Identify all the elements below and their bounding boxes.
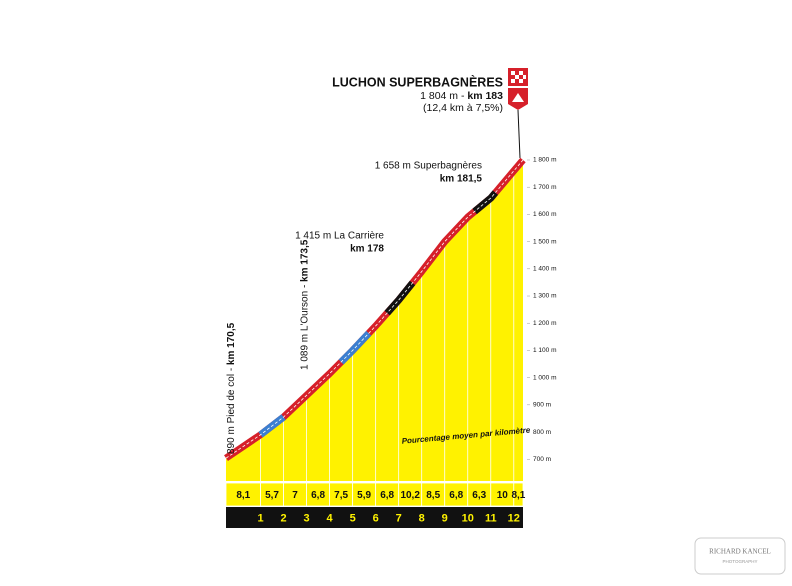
flag-check bbox=[523, 75, 526, 79]
chart-subtitle: 1 804 m - km 183 bbox=[420, 90, 503, 102]
watermark-text: PHOTOGRAPHY bbox=[723, 559, 758, 564]
gradient-label: 10,2 bbox=[400, 490, 420, 501]
gradient-label: 10 bbox=[497, 490, 509, 501]
x-tick-label: 8 bbox=[419, 512, 425, 524]
x-tick-label: 2 bbox=[280, 512, 286, 524]
annotation-km: km 181,5 bbox=[440, 174, 483, 185]
flag-check bbox=[511, 79, 515, 83]
gradient-label: 8,1 bbox=[511, 490, 525, 501]
annotation: 1 089 m L'Ourson - km 173,5 bbox=[299, 239, 310, 370]
x-tick-label: 1 bbox=[257, 512, 263, 524]
x-tick-label: 7 bbox=[396, 512, 402, 524]
y-tick-label: 1 800 m bbox=[533, 157, 557, 164]
x-tick-label: 4 bbox=[327, 512, 334, 524]
y-tick-label: 900 m bbox=[533, 402, 551, 409]
y-tick-label: 1 400 m bbox=[533, 266, 557, 273]
gradient-label: 6,8 bbox=[449, 490, 463, 501]
mountain-glyph bbox=[512, 93, 524, 102]
chart-title: LUCHON SUPERBAGNÈRES bbox=[332, 74, 503, 89]
annotation-km: km 173,5 bbox=[299, 239, 310, 282]
annotation-text: 890 m Pied de col - bbox=[226, 365, 237, 454]
x-tick-label: 3 bbox=[304, 512, 310, 524]
gradient-cell bbox=[513, 482, 524, 507]
subtitle-alt: 1 804 m - bbox=[420, 90, 467, 102]
y-tick-label: 1 500 m bbox=[533, 238, 557, 245]
annotation-km: km 178 bbox=[350, 244, 384, 255]
gradient-label: 8,5 bbox=[426, 490, 440, 501]
flag-check bbox=[519, 71, 523, 75]
annotation-km: km 170,5 bbox=[226, 322, 237, 365]
y-tick-label: 1 300 m bbox=[533, 293, 557, 300]
flag-check bbox=[511, 71, 515, 75]
x-tick-label: 12 bbox=[508, 512, 520, 524]
profile-centerline bbox=[225, 159, 524, 459]
flag-check bbox=[515, 75, 519, 79]
x-tick-label: 9 bbox=[442, 512, 448, 524]
flag-check bbox=[519, 79, 523, 83]
x-tick-label: 11 bbox=[485, 512, 497, 524]
x-tick-label: 5 bbox=[350, 512, 356, 524]
x-tick-label: 6 bbox=[373, 512, 379, 524]
y-tick-label: 1 100 m bbox=[533, 347, 557, 354]
gradient-label: 5,9 bbox=[357, 490, 371, 501]
gradient-label: 6,3 bbox=[472, 490, 486, 501]
subtitle-km: km 183 bbox=[467, 90, 503, 102]
finish-icons bbox=[508, 68, 528, 159]
annotation-text: 1 089 m L'Ourson - bbox=[299, 282, 310, 370]
gradient-label: 7 bbox=[292, 490, 298, 501]
gradient-label: 8,1 bbox=[236, 490, 250, 501]
y-tick-label: 700 m bbox=[533, 456, 551, 463]
annotation: 890 m Pied de col - km 170,5 bbox=[226, 322, 237, 454]
annotation-text: 1 415 m La Carrière bbox=[295, 231, 384, 242]
y-tick-label: 1 000 m bbox=[533, 374, 557, 381]
chart-subtitle-2: (12,4 km à 7,5%) bbox=[423, 102, 503, 114]
watermark-box bbox=[694, 537, 786, 575]
watermark: RICHARD KANCEL PHOTOGRAPHY bbox=[694, 537, 786, 575]
annotation-text: 1 658 m Superbagnères bbox=[375, 161, 482, 172]
km-band bbox=[226, 507, 523, 528]
y-tick-label: 800 m bbox=[533, 429, 551, 436]
y-tick-label: 1 700 m bbox=[533, 184, 557, 191]
y-tick-label: 1 600 m bbox=[533, 211, 557, 218]
x-tick-label: 10 bbox=[462, 512, 474, 524]
finish-line bbox=[517, 109, 521, 159]
watermark-text: RICHARD KANCEL bbox=[709, 548, 771, 556]
gradient-label: 5,7 bbox=[265, 490, 279, 501]
gradient-label: 6,8 bbox=[311, 490, 325, 501]
gradient-label: 6,8 bbox=[380, 490, 394, 501]
profile-segment bbox=[384, 280, 416, 316]
gradient-label: 7,5 bbox=[334, 490, 348, 501]
y-tick-label: 1 200 m bbox=[533, 320, 557, 327]
